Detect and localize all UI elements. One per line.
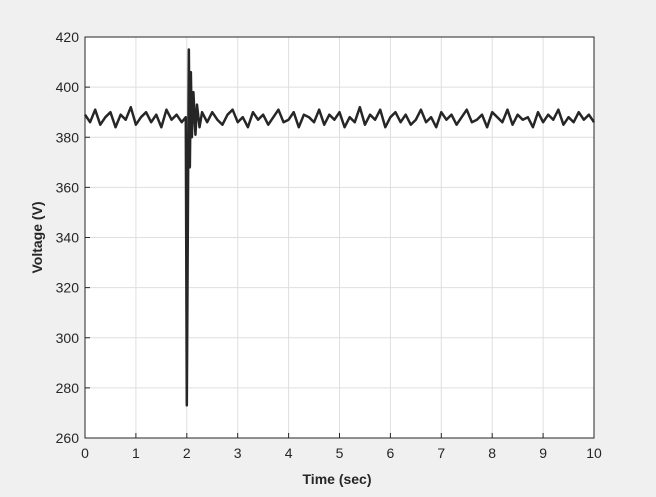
y-tick-label: 340 (56, 230, 80, 246)
x-tick-label: 6 (387, 445, 395, 461)
x-tick-label: 5 (336, 445, 344, 461)
y-axis-label: Voltage (V) (29, 201, 45, 273)
y-tick-label: 260 (56, 430, 80, 446)
x-axis-label: Time (sec) (303, 471, 372, 487)
y-tick-label: 320 (56, 280, 80, 296)
y-tick-label: 360 (56, 179, 80, 195)
x-tick-label: 9 (539, 445, 547, 461)
data-line (83, 48, 596, 407)
x-tick-label: 2 (183, 445, 191, 461)
y-tick-label: 420 (56, 29, 80, 45)
x-tick-label: 7 (437, 445, 445, 461)
marks (83, 48, 596, 407)
x-tick-label: 3 (234, 445, 242, 461)
x-tick-label: 4 (285, 445, 293, 461)
y-tick-label: 300 (56, 330, 80, 346)
x-tick-label: 0 (81, 445, 89, 461)
x-tick-label: 10 (586, 445, 602, 461)
y-tick-label: 280 (56, 380, 80, 396)
y-tick-label: 380 (56, 129, 80, 145)
x-tick-label: 1 (132, 445, 140, 461)
labels: 260 280 300 320 340 360 380 400 420 0 1 2 3 4 5 6 7 8 9 10 (56, 29, 602, 461)
x-tick-label: 8 (488, 445, 496, 461)
y-tick-label: 400 (56, 79, 80, 95)
